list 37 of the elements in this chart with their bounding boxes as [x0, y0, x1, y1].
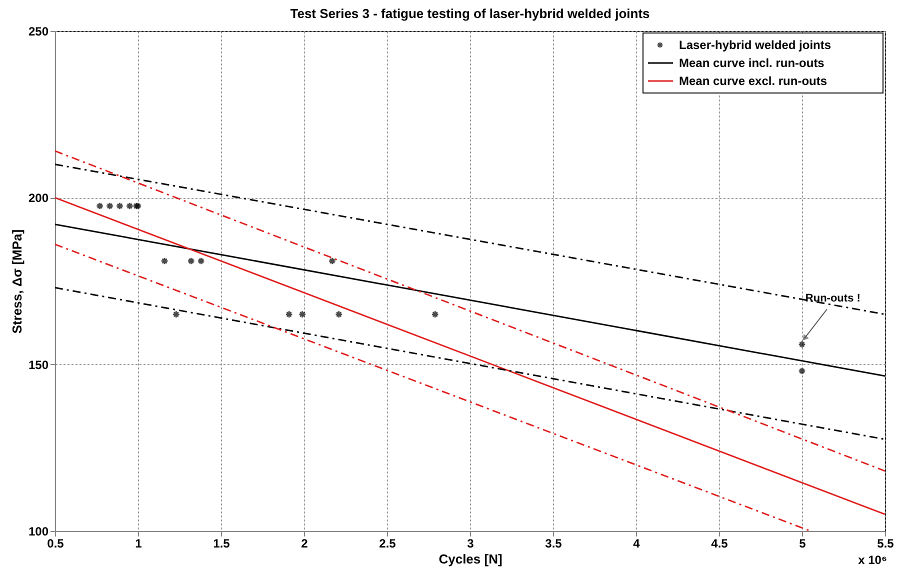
y-tick-label: 250: [28, 24, 49, 38]
point: [116, 202, 124, 210]
x-axis-title: Cycles [N]: [438, 552, 502, 566]
point: [334, 310, 343, 318]
x-tick-label: 2.5: [379, 536, 396, 550]
point: [798, 340, 806, 348]
x-tick-label: 5: [799, 536, 806, 550]
x-tick-label: 3: [467, 536, 474, 550]
point: [298, 310, 306, 318]
x-tick-label: 1: [135, 536, 142, 550]
y-axis-title: Stress, Δσ [MPa]: [9, 229, 24, 334]
point: [106, 202, 114, 210]
point: [328, 257, 336, 265]
point: [431, 310, 440, 318]
point: [285, 310, 293, 318]
point: [197, 257, 205, 265]
text: x 10⁶: [858, 553, 887, 567]
chart-title: Test Series 3 - fatigue testing of laser-hybrid welded joints: [290, 6, 650, 21]
x-tick-label: 4.5: [711, 536, 728, 550]
x-tick-label: 2: [301, 536, 308, 550]
point: [172, 310, 180, 318]
x-tick-label: 5.5: [877, 536, 894, 550]
y-tick-label: 150: [28, 358, 49, 372]
legend-label: Laser-hybrid welded joints: [679, 38, 832, 52]
point: [160, 257, 168, 265]
x-tick-label: 1.5: [213, 536, 230, 550]
point: [96, 202, 104, 210]
x-tick-label: 4: [633, 536, 640, 550]
legend-label: Mean curve incl. run-outs: [679, 56, 825, 70]
x-tick-label: 0.5: [47, 536, 64, 550]
point: [798, 367, 806, 375]
y-tick-label: 100: [28, 524, 49, 538]
y-tick-label: 200: [28, 191, 49, 206]
legend-label: Mean curve excl. run-outs: [679, 74, 828, 88]
x-tick-label: 3.5: [545, 536, 562, 550]
annotation: Run-outs !: [805, 292, 860, 304]
point: [187, 257, 196, 265]
